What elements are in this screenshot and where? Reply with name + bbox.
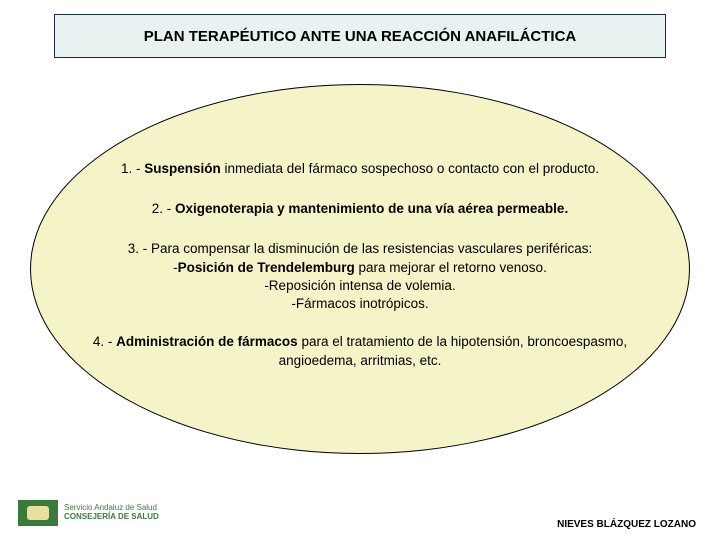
item3-line1: 3. - Para compensar la disminución de la… [40, 240, 680, 258]
item2-prefix: 2. - [152, 201, 175, 216]
footer-logo: Servicio Andaluz de Salud CONSEJERÍA DE … [18, 500, 159, 526]
item3-line2: -Posición de Trendelemburg para mejorar … [40, 259, 680, 277]
item1-prefix: 1. - [121, 161, 144, 176]
title-box: PLAN TERAPÉUTICO ANTE UNA REACCIÓN ANAFI… [54, 14, 666, 58]
item3-line3: -Reposición intensa de volemia. [40, 277, 680, 295]
list-item-2: 2. - Oxigenoterapia y mantenimiento de u… [40, 200, 680, 218]
logo-text-block: Servicio Andaluz de Salud CONSEJERÍA DE … [64, 504, 159, 522]
item3-line2-rest: para mejorar el retorno venoso. [355, 260, 547, 275]
author-credit: NIEVES BLÁZQUEZ LOZANO [557, 519, 696, 530]
item4-rest: para el tratamiento de la hipotensión, b… [279, 334, 628, 367]
item1-rest: inmediata del fármaco sospechoso o conta… [221, 161, 599, 176]
item4-bold: Administración de fármacos [116, 334, 298, 349]
item3-line2-bold: Posición de Trendelemburg [178, 260, 355, 275]
item1-bold: Suspensión [144, 161, 221, 176]
junta-andalucia-badge-icon [18, 500, 58, 526]
item2-bold: Oxigenoterapia y mantenimiento de una ví… [175, 201, 568, 216]
item4-prefix: 4. - [93, 334, 116, 349]
slide-title: PLAN TERAPÉUTICO ANTE UNA REACCIÓN ANAFI… [144, 28, 577, 45]
content-list: 1. - Suspensión inmediata del fármaco so… [40, 160, 680, 386]
list-item-3: 3. - Para compensar la disminución de la… [40, 240, 680, 313]
logo-line2: CONSEJERÍA DE SALUD [64, 513, 159, 522]
list-item-4: 4. - Administración de fármacos para el … [40, 333, 680, 369]
item3-line4: -Fármacos inotrópicos. [40, 295, 680, 313]
list-item-1: 1. - Suspensión inmediata del fármaco so… [40, 160, 680, 178]
